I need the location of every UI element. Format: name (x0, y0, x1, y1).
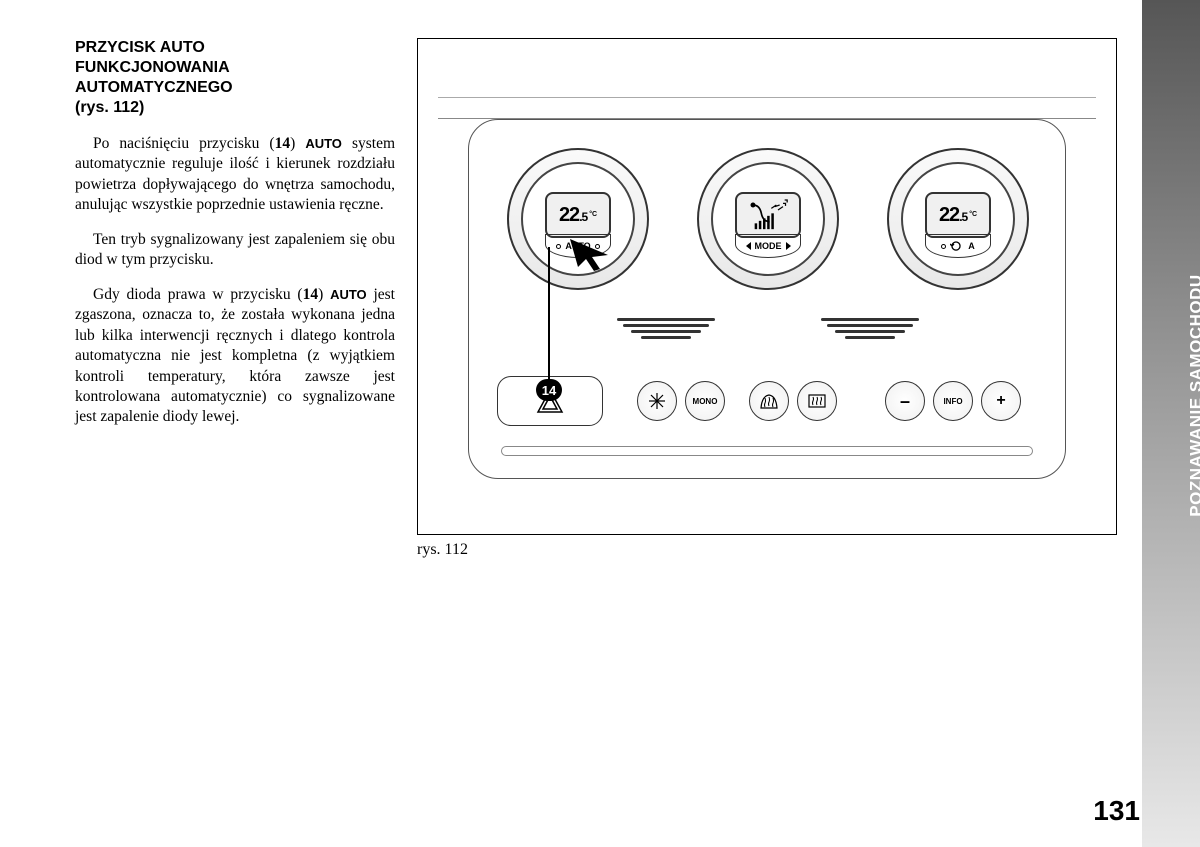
airflow-icon (743, 198, 793, 232)
front-defrost-button (749, 381, 789, 421)
figure-column: A0B0073m 22.5 °C AUTO (417, 38, 1117, 559)
vent-right (821, 318, 919, 346)
heading-line-1: PRZYCISK AUTO (75, 39, 205, 56)
dashboard-trim (438, 59, 1096, 119)
chevron-left-icon (746, 242, 751, 250)
heading-line-3: AUTOMATYCZNEGO (75, 79, 233, 96)
chevron-right-icon (786, 242, 791, 250)
callout-number: 14 (536, 379, 562, 401)
manual-page: POZNAWANIE SAMOCHODU 131 PRZYCISK AUTO F… (0, 0, 1200, 847)
callout-line (548, 247, 550, 383)
section-tab: POZNAWANIE SAMOCHODU (1142, 0, 1200, 847)
section-tab-label: POZNAWANIE SAMOCHODU (1186, 274, 1200, 516)
paragraph-3: Gdy dioda prawa w przycisku (14) AUTO je… (75, 285, 395, 428)
paragraph-1: Po naciśnięciu przycisku (14) AUTO syste… (75, 134, 395, 216)
cursor-arrow-icon (568, 237, 612, 276)
panel-divider (501, 446, 1033, 456)
mono-button: MONO (685, 381, 725, 421)
figure-diagram: 22.5 °C AUTO (417, 38, 1117, 535)
page-number: 131 (1093, 795, 1140, 827)
rear-defrost-button (797, 381, 837, 421)
right-temp-display: 22.5 °C (925, 192, 991, 238)
snowflake-icon (648, 392, 666, 410)
mode-dial: MODE (697, 148, 839, 290)
heading-sub: (rys. 112) (75, 99, 144, 116)
front-defrost-icon (758, 392, 780, 410)
recirc-icon (950, 241, 964, 251)
mode-display (735, 192, 801, 238)
figure-caption: rys. 112 (417, 541, 1117, 559)
heading-line-2: FUNKCJONOWANIA (75, 59, 230, 76)
info-button: INFO (933, 381, 973, 421)
rear-defrost-icon (807, 393, 827, 409)
dial-inner: 22.5 °C A (901, 162, 1015, 276)
plus-button: + (981, 381, 1021, 421)
mode-button: MODE (735, 234, 801, 258)
recirc-button: A (925, 234, 991, 258)
dial-inner: MODE (711, 162, 825, 276)
text-column: PRZYCISK AUTO FUNKCJONOWANIA AUTOMATYCZN… (75, 38, 395, 442)
right-temperature-dial: 22.5 °C A (887, 148, 1029, 290)
vent-left (617, 318, 715, 346)
section-heading: PRZYCISK AUTO FUNKCJONOWANIA AUTOMATYCZN… (75, 38, 395, 118)
climate-panel: 22.5 °C AUTO (468, 119, 1066, 479)
ac-button (637, 381, 677, 421)
minus-button: – (885, 381, 925, 421)
left-temp-display: 22.5 °C (545, 192, 611, 238)
button-row: MONO – INFO + (497, 374, 1037, 428)
paragraph-2: Ten tryb sygnalizowany jest zapaleniem s… (75, 230, 395, 271)
